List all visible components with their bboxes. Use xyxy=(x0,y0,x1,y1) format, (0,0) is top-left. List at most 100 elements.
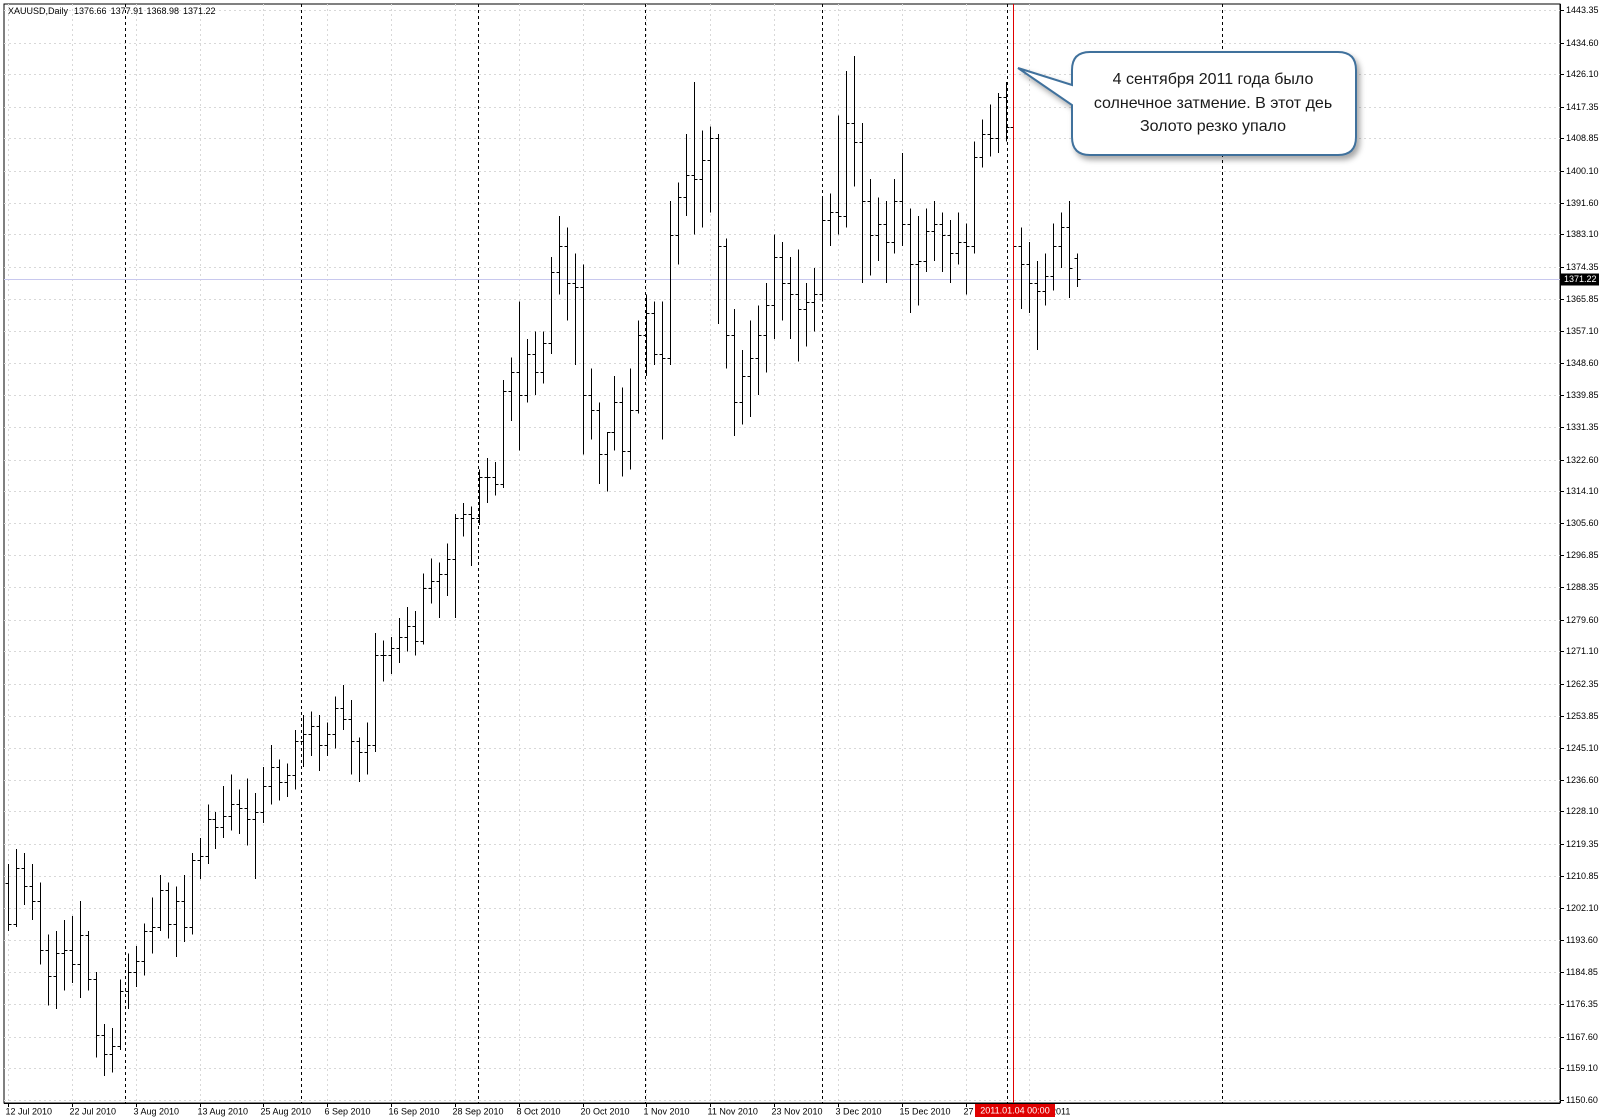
x-tick-label: 25 Aug 2010 xyxy=(261,1106,312,1116)
x-tick-label: 8 Oct 2010 xyxy=(517,1106,561,1116)
ohlc-bar xyxy=(125,953,132,1010)
ohlc-bar xyxy=(891,178,898,254)
ohlc-bar xyxy=(468,506,475,567)
ohlc-bar xyxy=(1058,212,1065,269)
ohlc-bar xyxy=(588,368,595,440)
ohlc-bar xyxy=(971,141,978,254)
ohlc-bar xyxy=(412,610,419,656)
ohlc-bar xyxy=(340,685,347,730)
ohlc-bar xyxy=(604,432,611,492)
ohlc-bar xyxy=(173,886,180,958)
ohlc-bar xyxy=(117,979,124,1051)
ohlc-bar xyxy=(875,197,882,261)
ohlc-bar xyxy=(420,573,427,645)
ohlc-bar xyxy=(843,70,850,228)
ohlc-bar xyxy=(348,700,355,775)
ohlc-bar xyxy=(611,376,618,451)
y-tick-label: 1176.35 xyxy=(1566,999,1598,1009)
ohlc-bar xyxy=(141,923,148,976)
ohlc-bar xyxy=(292,729,299,790)
ohlc-bar xyxy=(284,763,291,797)
ohlc-bar xyxy=(85,930,92,991)
ohlc-bar xyxy=(771,234,778,339)
y-tick-label: 1322.60 xyxy=(1566,455,1599,465)
ohlc-bar xyxy=(260,767,267,823)
x-tick-label: 28 Sep 2010 xyxy=(453,1106,504,1116)
ohlc-bar xyxy=(963,223,970,295)
y-tick-label: 1374.35 xyxy=(1566,262,1599,272)
ohlc-bar xyxy=(1050,223,1057,291)
ohlc-bar xyxy=(779,242,786,321)
ohlc-bar xyxy=(795,249,802,362)
ohlc-bar xyxy=(13,849,20,928)
ohlc-bar xyxy=(787,257,794,339)
x-tick-label: 11 Nov 2010 xyxy=(708,1106,758,1116)
ohlc-bar xyxy=(715,134,722,325)
ohlc-bar xyxy=(500,379,507,488)
ohlc-bar xyxy=(707,126,714,213)
x-tick-label: 13 Aug 2010 xyxy=(198,1106,249,1116)
ohlc-bar xyxy=(21,852,28,905)
ohlc-bar xyxy=(556,216,563,295)
y-tick-label: 1262.35 xyxy=(1566,679,1599,689)
ohlc-bar xyxy=(907,208,914,313)
y-tick-label: 1339.85 xyxy=(1566,390,1599,400)
y-tick-label: 1219.35 xyxy=(1566,839,1599,849)
ohlc-bar xyxy=(763,283,770,373)
x-tick-label: 3 Aug 2010 xyxy=(134,1106,180,1116)
ohlc-bar xyxy=(683,134,690,217)
ohlc-bar xyxy=(627,368,634,470)
callout-box xyxy=(1017,51,1357,156)
y-tick-label: 1210.85 xyxy=(1566,871,1599,881)
ohlc-bar xyxy=(691,82,698,235)
y-tick-label: 1365.85 xyxy=(1566,294,1599,304)
ohlc-bar xyxy=(524,338,531,403)
ohlc-bar xyxy=(484,458,491,503)
chart-title: XAUUSD,Daily xyxy=(8,6,69,16)
ohlc-bar xyxy=(931,201,938,261)
x-tick-label: 12 Jul 2010 xyxy=(6,1106,53,1116)
ohlc-bar xyxy=(205,804,212,864)
ohlc-bar xyxy=(532,331,539,395)
ohlc-bar xyxy=(723,238,730,369)
ohlc-bar xyxy=(819,197,826,302)
ohlc-bar xyxy=(667,201,674,366)
price-marker: 1371.22 xyxy=(1564,274,1597,284)
callout: 4 сентября 2011 года было солнечное затм… xyxy=(1017,51,1357,156)
ohlc-bar xyxy=(596,402,603,485)
ohlc-bar xyxy=(388,636,395,675)
ohlc-bar xyxy=(428,558,435,604)
ohlc-bar xyxy=(268,744,275,805)
ohlc-bar xyxy=(883,201,890,284)
ohlc-bar xyxy=(827,193,834,246)
y-tick-label: 1408.85 xyxy=(1566,133,1599,143)
x-tick-label: 20 Oct 2010 xyxy=(581,1106,630,1116)
ohlc-bar xyxy=(508,357,515,421)
bars xyxy=(5,55,1081,1077)
ohlc-bar xyxy=(109,1027,116,1073)
ohlc-bar xyxy=(1042,253,1049,306)
ohlc-bar xyxy=(69,916,76,984)
ohlc-bar xyxy=(811,268,818,332)
ohlc-bar xyxy=(915,216,922,306)
ohlc-bar xyxy=(181,875,188,943)
ohlc-bar xyxy=(93,971,100,1058)
ohlc-bar xyxy=(149,897,156,954)
ohlc-bar xyxy=(572,253,579,366)
ohlc-bar xyxy=(53,930,60,1010)
ohlc-bar xyxy=(252,793,259,879)
ohlc-bar xyxy=(548,257,555,354)
ohlc-bar xyxy=(540,331,547,384)
callout-line: Золото резко упало xyxy=(1140,118,1286,135)
callout-line: солнечное затмение. В этот деь xyxy=(1094,95,1332,112)
ohlc-bar xyxy=(236,789,243,835)
x-tick-label: 6 Sep 2010 xyxy=(325,1106,371,1116)
ohlc-bar xyxy=(859,123,866,284)
y-tick-label: 1400.10 xyxy=(1566,166,1599,176)
ohlc-bar xyxy=(995,93,1002,153)
ohlc-bar xyxy=(1034,260,1041,351)
ohlc-bar xyxy=(133,945,140,987)
y-tick-label: 1167.60 xyxy=(1566,1032,1598,1042)
